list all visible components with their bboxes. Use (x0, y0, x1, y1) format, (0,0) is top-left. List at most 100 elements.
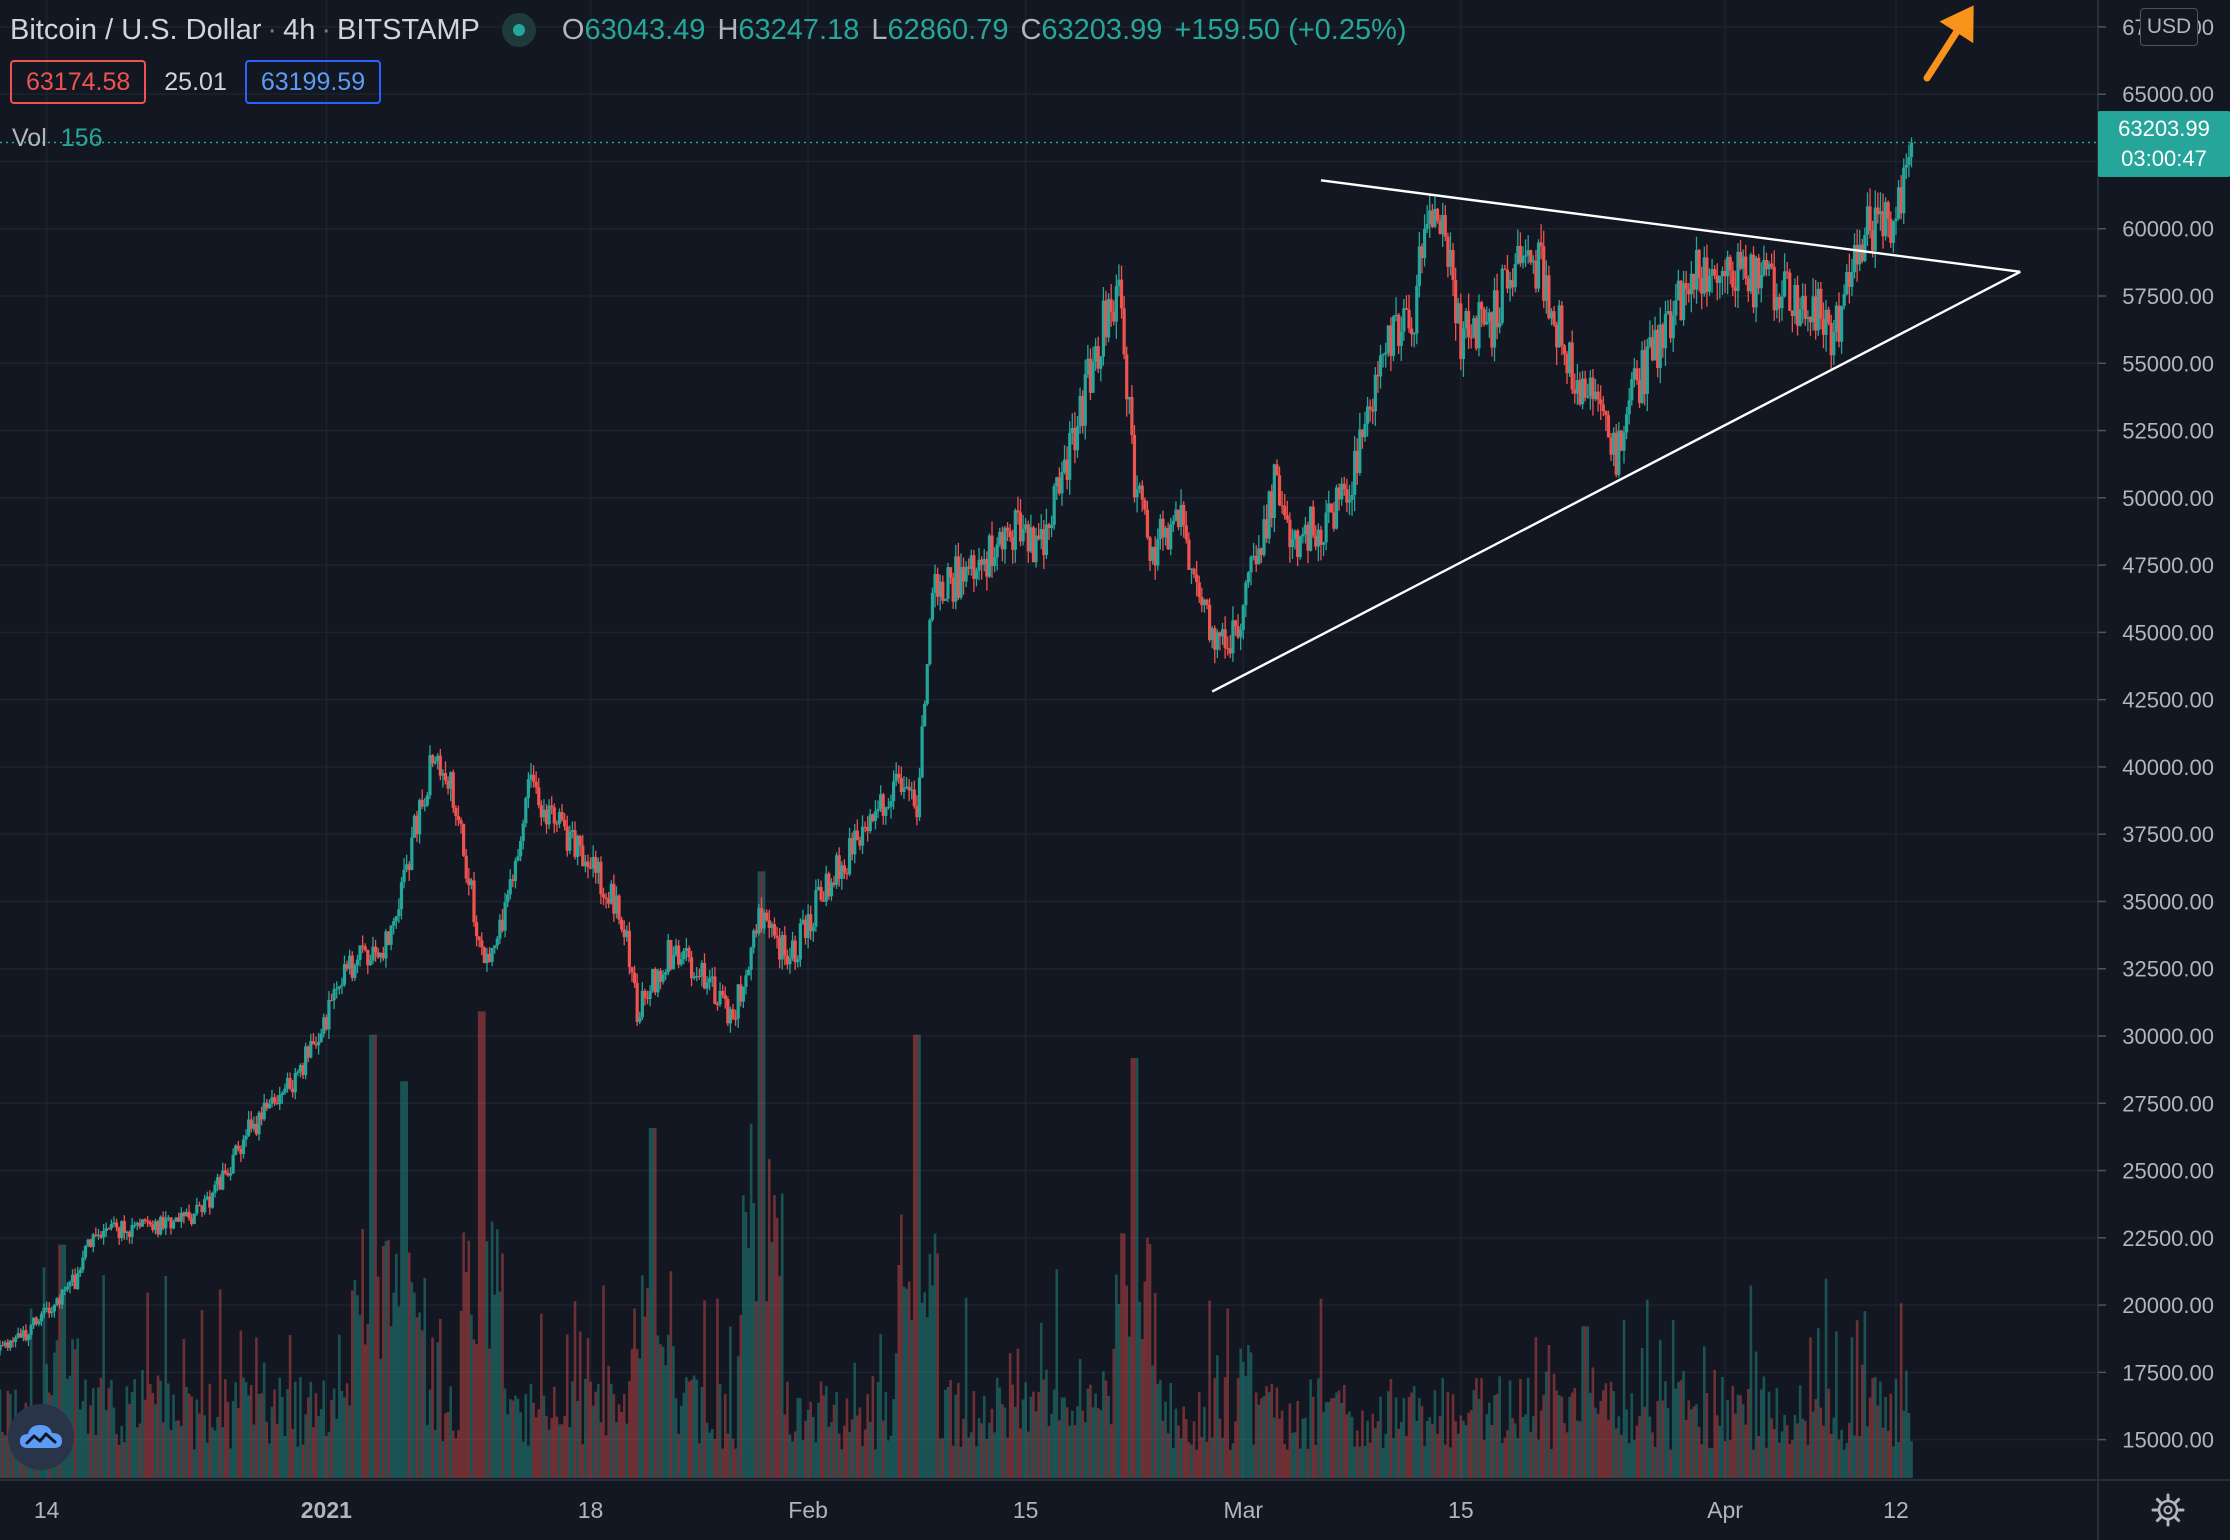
candle-body (897, 773, 901, 779)
candle (1065, 446, 1069, 490)
candle-body (205, 1196, 209, 1200)
candle-body (889, 801, 893, 807)
volume-bar (260, 1393, 263, 1478)
candle (1850, 258, 1854, 296)
candle (1889, 211, 1893, 248)
volume-bar (1576, 1420, 1579, 1478)
volume-bar (1436, 1433, 1439, 1478)
candle (1583, 370, 1587, 402)
candle-body (1772, 266, 1776, 311)
volume-bar (920, 1302, 924, 1478)
candle-body (288, 1078, 292, 1089)
candle-body (24, 1330, 28, 1341)
sell-price-button[interactable]: 63174.58 (10, 60, 147, 104)
volume-bar (734, 1448, 737, 1478)
candle (873, 800, 878, 830)
candle (1151, 546, 1155, 565)
volume-bar (1604, 1383, 1608, 1478)
volume-legend[interactable]: Vol 156 (12, 124, 102, 153)
candle-body (415, 815, 419, 835)
candle (948, 566, 953, 585)
volume-bar (897, 1264, 901, 1478)
candle-body (902, 787, 906, 793)
volume-bar (1301, 1418, 1305, 1478)
volume-bar (1161, 1420, 1165, 1478)
candle-body (1347, 500, 1352, 503)
chart-grid (0, 0, 2098, 1480)
candle-body (959, 567, 963, 598)
volume-bar (1363, 1445, 1367, 1478)
candle (1376, 360, 1380, 393)
candle-body (493, 945, 497, 948)
gear-icon[interactable] (2150, 1492, 2186, 1528)
candle (1094, 338, 1098, 371)
candle-body (363, 946, 367, 950)
candle-body (324, 1017, 328, 1030)
candle-body (588, 867, 593, 869)
candle (1096, 336, 1100, 374)
volume-bar (954, 1394, 958, 1478)
candle (552, 803, 556, 833)
candle (956, 542, 960, 601)
candle (171, 1219, 176, 1230)
candle-body (1785, 271, 1789, 273)
time-tick-label: 2021 (301, 1497, 352, 1523)
candle-body (586, 861, 590, 868)
volume-bar (211, 1427, 214, 1478)
volume-bar (330, 1400, 333, 1478)
candle (1868, 188, 1872, 239)
volume-bar (775, 1217, 779, 1478)
candle-body (669, 940, 673, 970)
tradingview-cloud-icon[interactable] (8, 1404, 74, 1470)
volume-bar (695, 1379, 699, 1478)
candle-body (557, 812, 562, 824)
candle (858, 836, 862, 851)
candle-body (1570, 342, 1574, 390)
candle-body (625, 930, 629, 938)
volume-bar (840, 1449, 844, 1478)
drawing-tools[interactable] (1211, 5, 2021, 693)
candle (811, 922, 815, 942)
candle (433, 756, 437, 766)
volume-bar (343, 1397, 346, 1478)
candle (3, 1340, 7, 1349)
candle (1498, 307, 1502, 334)
volume-bar (749, 1123, 753, 1478)
candle-body (1176, 509, 1181, 527)
currency-button[interactable]: USD (2140, 8, 2198, 46)
buy-price-button[interactable]: 63199.59 (244, 60, 382, 104)
interval-label[interactable]: 4h (283, 13, 316, 46)
volume-bar (638, 1358, 642, 1478)
candle (1378, 344, 1383, 389)
price-tick-label: 35000.00 (2122, 889, 2214, 914)
candle (884, 806, 888, 825)
candle (790, 931, 795, 961)
candle-body (702, 963, 707, 989)
volume-bar (97, 1387, 100, 1478)
candle (86, 1238, 90, 1248)
candle (1555, 321, 1559, 366)
volume-bar (1876, 1405, 1880, 1478)
candle-body (1109, 299, 1113, 312)
candle (361, 935, 365, 953)
volume-bar (1099, 1410, 1103, 1478)
candle-body (1161, 518, 1165, 538)
candle-body (542, 809, 546, 818)
candle-body (500, 919, 505, 931)
candle-body (262, 1102, 266, 1120)
volume-bar (625, 1423, 629, 1478)
symbol-name[interactable]: Bitcoin / U.S. Dollar (10, 13, 262, 46)
candle (829, 878, 834, 901)
volume-bar (1643, 1406, 1647, 1478)
candle-body (627, 930, 631, 968)
candle (1233, 619, 1238, 636)
volume-bar (1397, 1428, 1400, 1478)
candle (1303, 517, 1308, 544)
volume-bar (104, 1410, 108, 1478)
candle-body (1179, 504, 1183, 527)
volume-bar (1280, 1410, 1284, 1478)
volume-bar (1112, 1348, 1116, 1478)
